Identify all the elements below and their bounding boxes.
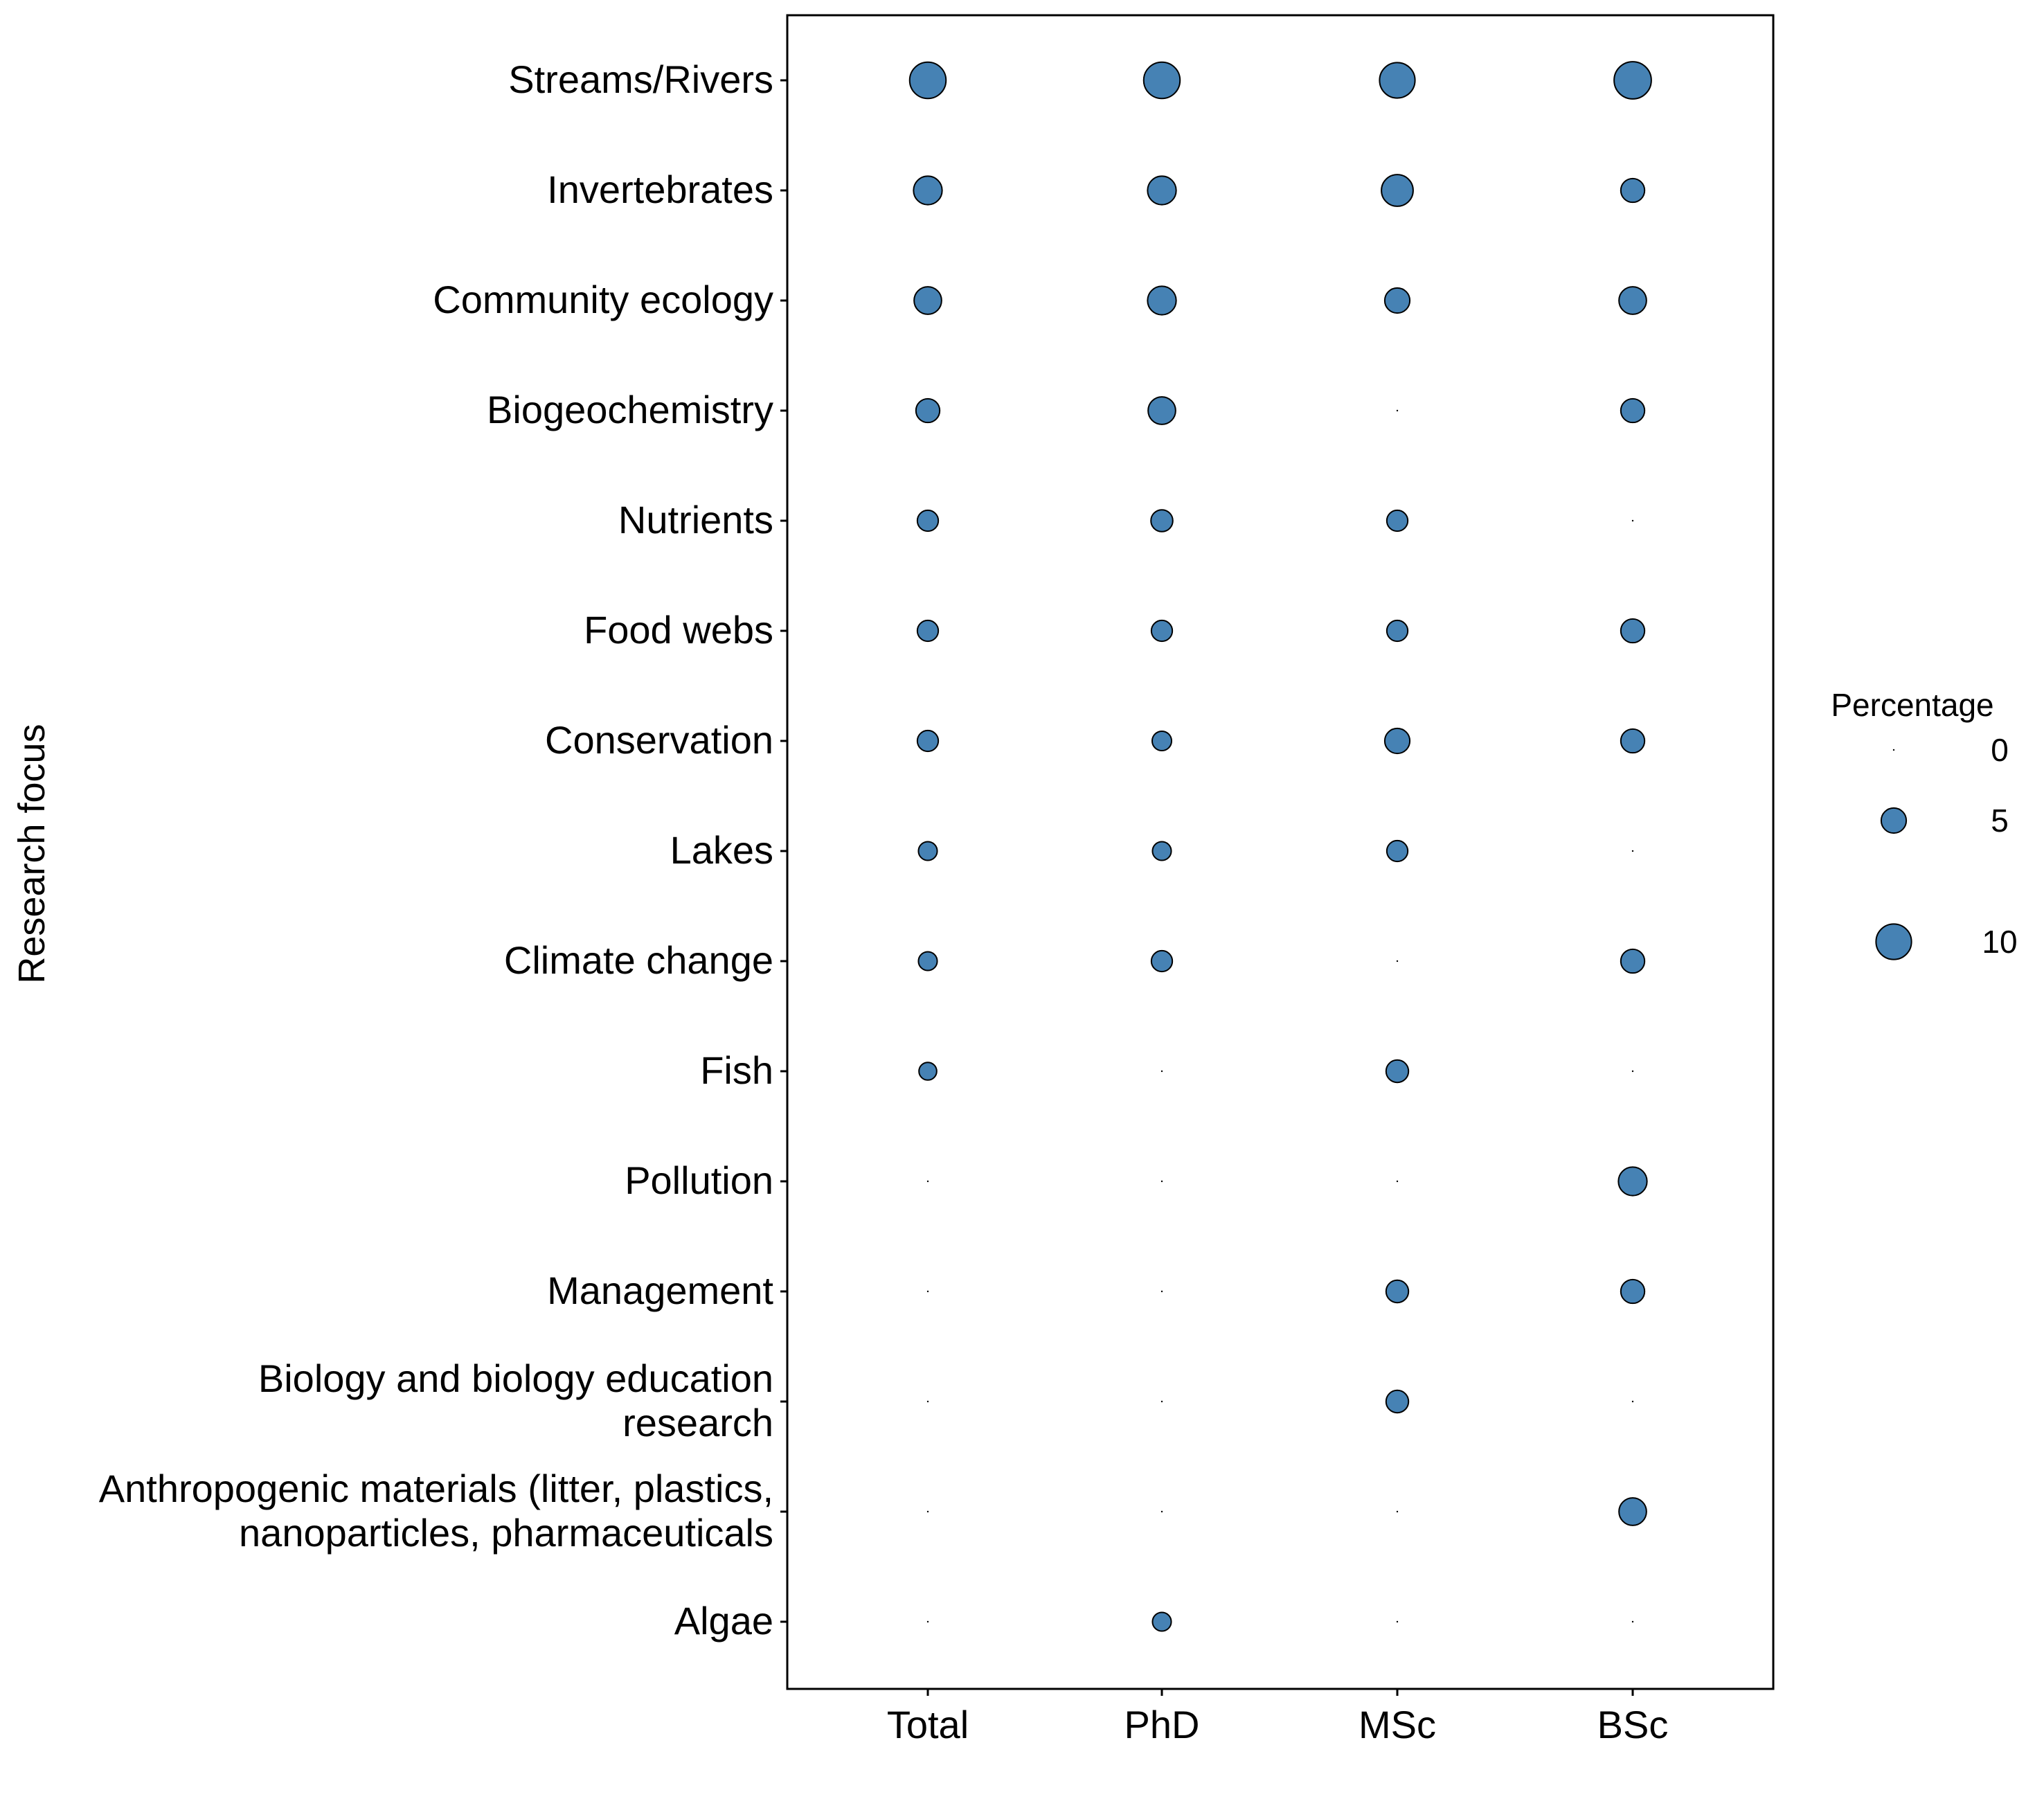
- bubble-point: [1142, 61, 1181, 100]
- bubble-point: [1386, 509, 1409, 532]
- bubble-point: [1620, 948, 1646, 974]
- bubble-point: [1386, 619, 1409, 643]
- bubble-point: [908, 61, 947, 100]
- y-tick-label: Invertebrates: [547, 168, 773, 211]
- bubble-point: [1396, 1510, 1399, 1513]
- bubble-point: [1160, 1070, 1163, 1073]
- bubble-point: [916, 729, 940, 753]
- y-tick-label: Conservation: [545, 718, 773, 762]
- y-tick-label: Fish: [700, 1048, 773, 1092]
- bubble-point: [916, 509, 940, 532]
- legend-key: [1875, 923, 1912, 960]
- bubble-point: [1151, 1611, 1172, 1632]
- bubble-point: [1381, 174, 1414, 207]
- size-legend: Percentage 0 5 10: [1831, 687, 2018, 960]
- bubble-point: [926, 1510, 929, 1513]
- bubble-point: [1631, 519, 1634, 522]
- y-tick-label: nanoparticles, pharmaceuticals: [239, 1511, 773, 1555]
- bubble-point: [1160, 1180, 1163, 1183]
- bubble-point: [1631, 1400, 1634, 1403]
- bubble-point: [1613, 61, 1652, 100]
- bubble-point: [1147, 396, 1176, 425]
- x-tick-label: Total: [887, 1703, 969, 1746]
- bubble-point: [1631, 1070, 1634, 1073]
- bubble-point: [1620, 618, 1646, 644]
- y-tick-label: Management: [547, 1269, 773, 1312]
- bubble-point: [1618, 1497, 1647, 1526]
- y-tick-label: Algae: [674, 1599, 773, 1643]
- y-tick-label: Food webs: [584, 608, 773, 652]
- x-tick-label: PhD: [1124, 1703, 1200, 1746]
- bubble-point: [1383, 287, 1411, 314]
- bubble-point: [1151, 730, 1173, 752]
- legend-label: 10: [1982, 924, 2017, 960]
- bubble-point: [1379, 62, 1416, 99]
- x-axis: Total PhD MSc BSc: [887, 1689, 1669, 1746]
- bubble-point: [1396, 409, 1399, 412]
- bubble-point: [1620, 397, 1646, 424]
- bubble-point: [913, 286, 942, 315]
- bubble-point: [926, 1620, 929, 1623]
- y-tick-label: Nutrients: [618, 498, 773, 542]
- bubble-point: [1147, 285, 1177, 316]
- bubble-point: [1385, 1389, 1410, 1414]
- bubble-point: [1147, 175, 1177, 206]
- bubble-point: [926, 1400, 929, 1403]
- y-tick-label: Lakes: [670, 828, 773, 872]
- y-tick-label: Community ecology: [433, 278, 773, 321]
- bubble-point: [1618, 286, 1647, 315]
- bubble-point: [915, 397, 941, 424]
- y-axis: Streams/Rivers Invertebrates Community eco…: [99, 57, 787, 1643]
- y-tick-label: Biology and biology education: [258, 1357, 773, 1400]
- bubble-point: [1160, 1510, 1163, 1513]
- y-tick-label: Biogeochemistry: [487, 388, 773, 431]
- bubble-point: [1383, 727, 1411, 755]
- bubble-point: [918, 1062, 938, 1081]
- bubble-point: [916, 619, 940, 643]
- y-axis-title: Research focus: [11, 724, 53, 983]
- y-tick-label: Anthropogenic materials (litter, plastic…: [99, 1467, 773, 1510]
- bubble-point: [1386, 839, 1409, 863]
- bubble-point: [1385, 1279, 1410, 1304]
- y-tick-label: research: [622, 1401, 773, 1444]
- bubble-layer: [908, 61, 1652, 1632]
- bubble-point: [1150, 509, 1174, 532]
- bubble-point: [1396, 1180, 1399, 1183]
- bubble-point: [1396, 1620, 1399, 1623]
- legend-key: [1880, 807, 1908, 834]
- legend-title: Percentage: [1831, 687, 1993, 723]
- bubble-point: [926, 1290, 929, 1293]
- bubble-point: [917, 841, 938, 861]
- bubble-point: [1150, 949, 1174, 973]
- bubble-point: [926, 1180, 929, 1183]
- legend-label: 0: [1991, 732, 2009, 768]
- bubble-point: [1396, 960, 1399, 963]
- bubble-point: [1631, 850, 1634, 852]
- x-tick-label: BSc: [1597, 1703, 1669, 1746]
- bubble-point: [1385, 1059, 1410, 1084]
- bubble-point: [1620, 1278, 1646, 1305]
- y-tick-label: Climate change: [504, 938, 773, 982]
- bubble-point: [1620, 728, 1646, 754]
- bubble-point: [1620, 177, 1646, 204]
- legend-label: 5: [1991, 803, 2009, 839]
- y-tick-label: Pollution: [625, 1158, 773, 1202]
- bubble-point: [1160, 1290, 1163, 1293]
- bubble-point: [917, 951, 938, 972]
- bubble-point: [913, 175, 943, 206]
- bubble-point: [1160, 1400, 1163, 1403]
- bubble-point: [1617, 1166, 1648, 1197]
- x-tick-label: MSc: [1359, 1703, 1436, 1746]
- bubble-point: [1631, 1620, 1634, 1623]
- legend-key: [1892, 749, 1895, 751]
- bubble-point: [1150, 619, 1174, 643]
- y-tick-label: Streams/Rivers: [508, 57, 773, 101]
- bubble-point: [1151, 841, 1172, 861]
